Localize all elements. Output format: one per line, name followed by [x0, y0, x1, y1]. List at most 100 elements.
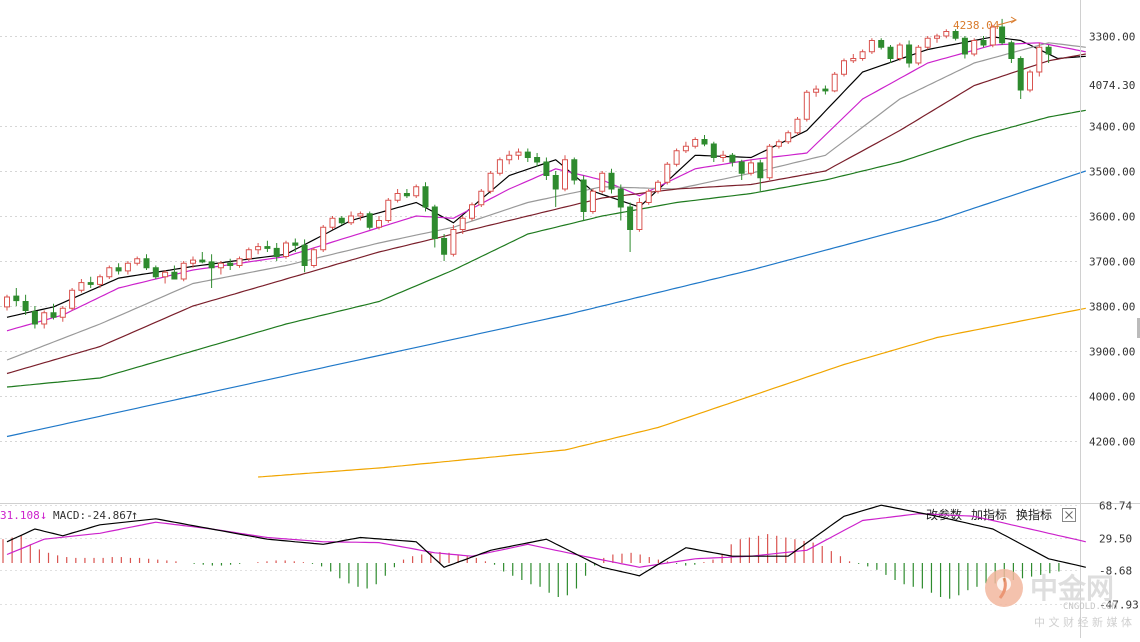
candle[interactable] — [13, 288, 20, 306]
candle[interactable] — [813, 85, 820, 97]
candle[interactable] — [301, 239, 308, 273]
candle[interactable] — [403, 189, 410, 198]
candle[interactable] — [348, 211, 355, 226]
candle[interactable] — [394, 189, 401, 203]
axis-scroll-handle[interactable] — [1137, 318, 1140, 338]
candle[interactable] — [124, 261, 131, 275]
candle[interactable] — [69, 288, 76, 311]
candle[interactable] — [552, 171, 559, 207]
candle[interactable] — [180, 261, 187, 282]
candle[interactable] — [97, 274, 103, 289]
candle[interactable] — [655, 180, 661, 194]
candle[interactable] — [934, 33, 940, 43]
candle[interactable] — [785, 130, 792, 145]
candle[interactable] — [896, 42, 903, 61]
candle[interactable] — [1008, 40, 1015, 64]
candle[interactable] — [915, 45, 922, 66]
candle[interactable] — [496, 157, 503, 176]
candle[interactable] — [59, 306, 66, 322]
candle[interactable] — [701, 135, 708, 147]
candle[interactable] — [115, 263, 122, 275]
candle[interactable] — [906, 40, 913, 68]
candle[interactable] — [841, 58, 847, 77]
candle[interactable] — [924, 36, 931, 50]
candle[interactable] — [961, 36, 968, 59]
candle[interactable] — [31, 306, 38, 329]
candle[interactable] — [515, 148, 522, 160]
candle[interactable] — [589, 189, 596, 214]
candle[interactable] — [78, 279, 85, 293]
candle[interactable] — [357, 211, 364, 221]
candle[interactable] — [952, 29, 959, 41]
candle[interactable] — [255, 243, 262, 255]
candle[interactable] — [236, 256, 243, 268]
candle[interactable] — [22, 294, 29, 315]
switch-indicator-button[interactable]: 换指标 — [1016, 507, 1052, 522]
candle[interactable] — [310, 247, 317, 268]
candle[interactable] — [506, 150, 513, 165]
candle[interactable] — [422, 182, 429, 212]
candle[interactable] — [273, 243, 280, 261]
candle[interactable] — [710, 141, 717, 162]
candle[interactable] — [803, 90, 810, 122]
candle[interactable] — [645, 189, 652, 205]
candle[interactable] — [162, 270, 169, 284]
candle[interactable] — [878, 38, 885, 50]
candle[interactable] — [543, 157, 550, 181]
candle[interactable] — [106, 265, 113, 280]
candle[interactable] — [41, 310, 48, 329]
candle[interactable] — [636, 198, 643, 232]
candle[interactable] — [1036, 42, 1043, 77]
candle[interactable] — [943, 29, 950, 39]
candle[interactable] — [190, 256, 196, 268]
candle[interactable] — [385, 198, 392, 223]
candle[interactable] — [617, 184, 624, 221]
candle[interactable] — [469, 202, 475, 221]
candle[interactable] — [989, 24, 996, 48]
candle[interactable] — [822, 85, 829, 95]
candle[interactable] — [599, 171, 606, 194]
candle[interactable] — [441, 234, 448, 261]
candle[interactable] — [366, 211, 373, 230]
candle[interactable] — [673, 148, 680, 167]
candle[interactable] — [580, 175, 587, 221]
candle[interactable] — [562, 155, 568, 192]
add-indicator-button[interactable]: 加指标 — [971, 507, 1007, 522]
candle[interactable] — [682, 141, 689, 153]
candle[interactable] — [487, 171, 494, 194]
candle[interactable] — [478, 189, 485, 207]
candle[interactable] — [999, 18, 1006, 45]
candle[interactable] — [627, 202, 634, 253]
candle[interactable] — [245, 247, 252, 262]
candle[interactable] — [264, 240, 271, 252]
candle[interactable] — [171, 265, 178, 280]
candle[interactable] — [320, 225, 327, 252]
candle[interactable] — [292, 238, 299, 253]
candle[interactable] — [1045, 45, 1052, 63]
candle[interactable] — [692, 137, 699, 149]
candle[interactable] — [794, 117, 801, 135]
candle[interactable] — [208, 254, 215, 288]
candle[interactable] — [283, 240, 289, 259]
candle[interactable] — [431, 204, 438, 248]
candle[interactable] — [831, 72, 838, 93]
candle[interactable] — [775, 139, 782, 149]
candle[interactable] — [134, 256, 141, 266]
candle[interactable] — [329, 216, 336, 230]
candle[interactable] — [868, 38, 875, 54]
candle[interactable] — [980, 36, 987, 48]
candle[interactable] — [87, 276, 94, 288]
candle[interactable] — [50, 303, 57, 320]
candle[interactable] — [738, 159, 745, 180]
candle[interactable] — [729, 153, 736, 167]
candle[interactable] — [757, 159, 764, 192]
candle[interactable] — [534, 153, 541, 167]
candle[interactable] — [748, 159, 754, 176]
candle[interactable] — [413, 184, 420, 199]
candle[interactable] — [459, 216, 466, 234]
candle[interactable] — [4, 294, 10, 311]
candle[interactable] — [199, 252, 206, 264]
candle[interactable] — [227, 258, 234, 270]
candle[interactable] — [720, 150, 727, 162]
candle[interactable] — [608, 168, 615, 194]
